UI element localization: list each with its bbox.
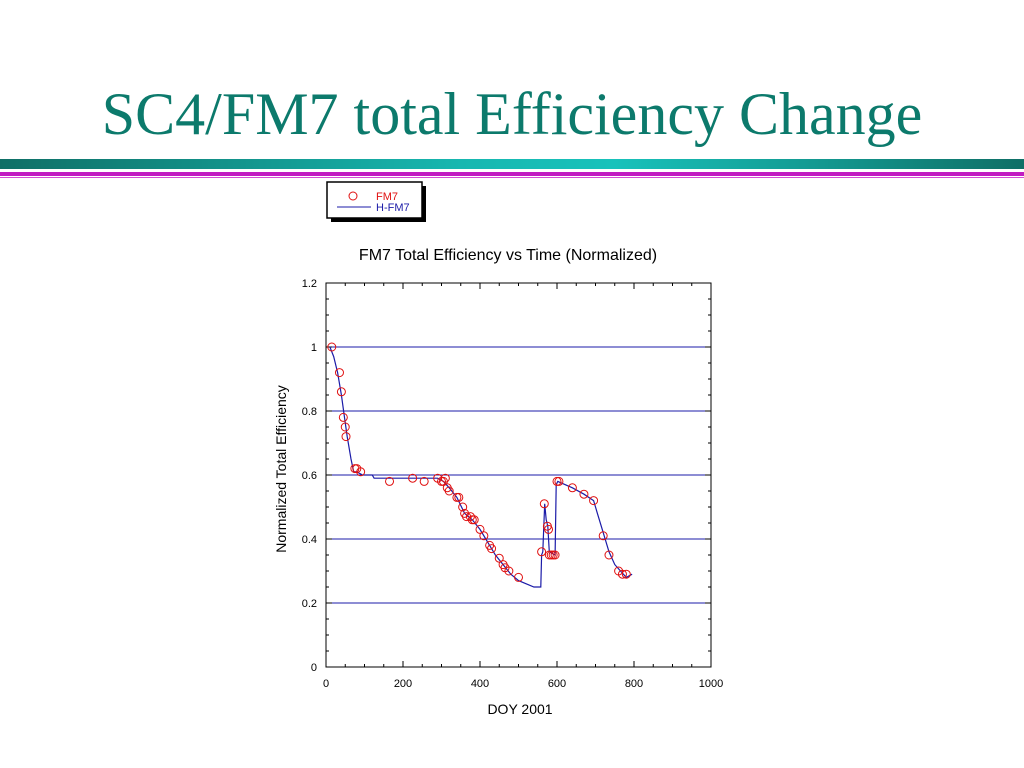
fm7-point xyxy=(341,432,351,442)
fm7-point xyxy=(408,473,418,483)
fm7-point xyxy=(327,342,337,352)
fm7-point xyxy=(444,486,454,496)
fm7-point xyxy=(479,531,489,541)
fm7-point xyxy=(539,499,549,509)
legend-fm7-label: FM7 xyxy=(376,191,398,203)
fm7-point xyxy=(340,422,350,432)
x-tick-label: 200 xyxy=(394,678,412,690)
fm7-point xyxy=(514,572,523,582)
fm7-point xyxy=(458,502,468,512)
y-tick-label: 0.4 xyxy=(302,534,317,546)
series-h-fm7 xyxy=(329,346,633,588)
fm7-point xyxy=(537,547,547,557)
fm7-point xyxy=(550,550,560,560)
x-tick-label: 400 xyxy=(471,678,489,690)
fm7-point xyxy=(334,368,344,378)
fm7-point xyxy=(440,473,450,483)
y-tick-label: 1 xyxy=(311,342,317,354)
fm7-point xyxy=(621,569,631,579)
x-tick-label: 800 xyxy=(625,678,643,690)
y-tick-label: 0.2 xyxy=(302,598,317,610)
fm7-point xyxy=(604,550,614,560)
y-tick-labels: 0 0.2 0.4 0.6 0.8 1 1.2 xyxy=(302,278,317,674)
slide-title: SC4/FM7 total Efficiency Change xyxy=(101,81,923,147)
y-tick-label: 0.6 xyxy=(302,470,317,482)
chart-legend: FM7 H-FM7 xyxy=(326,181,426,222)
fm7-point xyxy=(336,387,346,397)
series-fm7 xyxy=(327,342,631,582)
y-tick-label: 0 xyxy=(311,662,317,674)
fm7-point xyxy=(617,569,627,579)
plot-frame xyxy=(325,282,712,668)
x-tick-label: 0 xyxy=(323,678,329,690)
chart-title: FM7 Total Efficiency vs Time (Normalized… xyxy=(359,247,657,264)
fm7-point xyxy=(356,467,366,477)
fm7-point xyxy=(494,553,504,563)
fm7-point xyxy=(475,524,485,534)
fm7-point xyxy=(504,566,514,576)
y-tick-label: 0.8 xyxy=(302,406,317,418)
fm7-point xyxy=(338,412,348,422)
legend-fm7-marker xyxy=(348,191,358,201)
x-tick-label: 1000 xyxy=(699,678,723,690)
x-axis-label: DOY 2001 xyxy=(487,701,552,717)
x-tick-labels: 0 200 400 600 800 1000 xyxy=(323,678,723,690)
fm7-point xyxy=(419,476,429,486)
y-tick-label: 1.2 xyxy=(302,278,317,290)
fm7-point xyxy=(554,476,564,486)
fm7-point xyxy=(454,492,464,502)
fm7-point xyxy=(579,489,589,499)
fm7-point xyxy=(598,531,608,541)
h-fm7-line xyxy=(329,346,633,588)
legend-hfm7-label: H-FM7 xyxy=(376,202,410,214)
fm7-point xyxy=(567,483,577,493)
title-divider-teal xyxy=(0,159,1024,169)
title-divider-magenta-thin xyxy=(0,177,1024,178)
fm7-point xyxy=(487,544,497,554)
fm7-point xyxy=(544,524,554,534)
y-axis-label: Normalized Total Efficiency xyxy=(273,385,289,553)
fm7-point xyxy=(589,496,599,506)
gridlines xyxy=(326,346,711,604)
title-divider-magenta xyxy=(0,172,1024,176)
fm7-point xyxy=(469,515,479,525)
fm7-point xyxy=(385,476,395,486)
x-tick-label: 600 xyxy=(548,678,566,690)
